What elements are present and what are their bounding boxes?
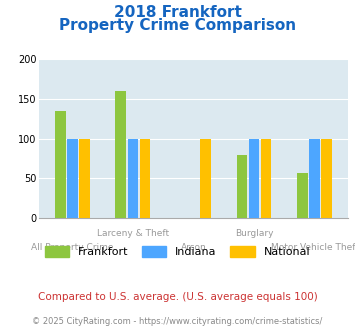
Bar [236, 155, 247, 218]
Text: Compared to U.S. average. (U.S. average equals 100): Compared to U.S. average. (U.S. average … [38, 292, 317, 302]
Text: © 2025 CityRating.com - https://www.cityrating.com/crime-statistics/: © 2025 CityRating.com - https://www.city… [32, 317, 323, 326]
Text: All Property Crime: All Property Crime [31, 243, 114, 251]
Bar [55, 111, 66, 218]
Text: Arson: Arson [181, 243, 206, 251]
Bar [115, 91, 126, 218]
Bar [67, 139, 78, 218]
Legend: Frankfort, Indiana, National: Frankfort, Indiana, National [40, 242, 315, 262]
Text: Property Crime Comparison: Property Crime Comparison [59, 18, 296, 33]
Bar [200, 139, 211, 218]
Bar [249, 139, 260, 218]
Text: 2018 Frankfort: 2018 Frankfort [114, 5, 241, 20]
Bar [309, 139, 320, 218]
Bar [261, 139, 272, 218]
Bar [140, 139, 151, 218]
Text: Motor Vehicle Theft: Motor Vehicle Theft [271, 243, 355, 251]
Bar [297, 173, 308, 218]
Bar [79, 139, 90, 218]
Bar [321, 139, 332, 218]
Text: Burglary: Burglary [235, 229, 273, 238]
Text: Larceny & Theft: Larceny & Theft [97, 229, 169, 238]
Bar [127, 139, 138, 218]
